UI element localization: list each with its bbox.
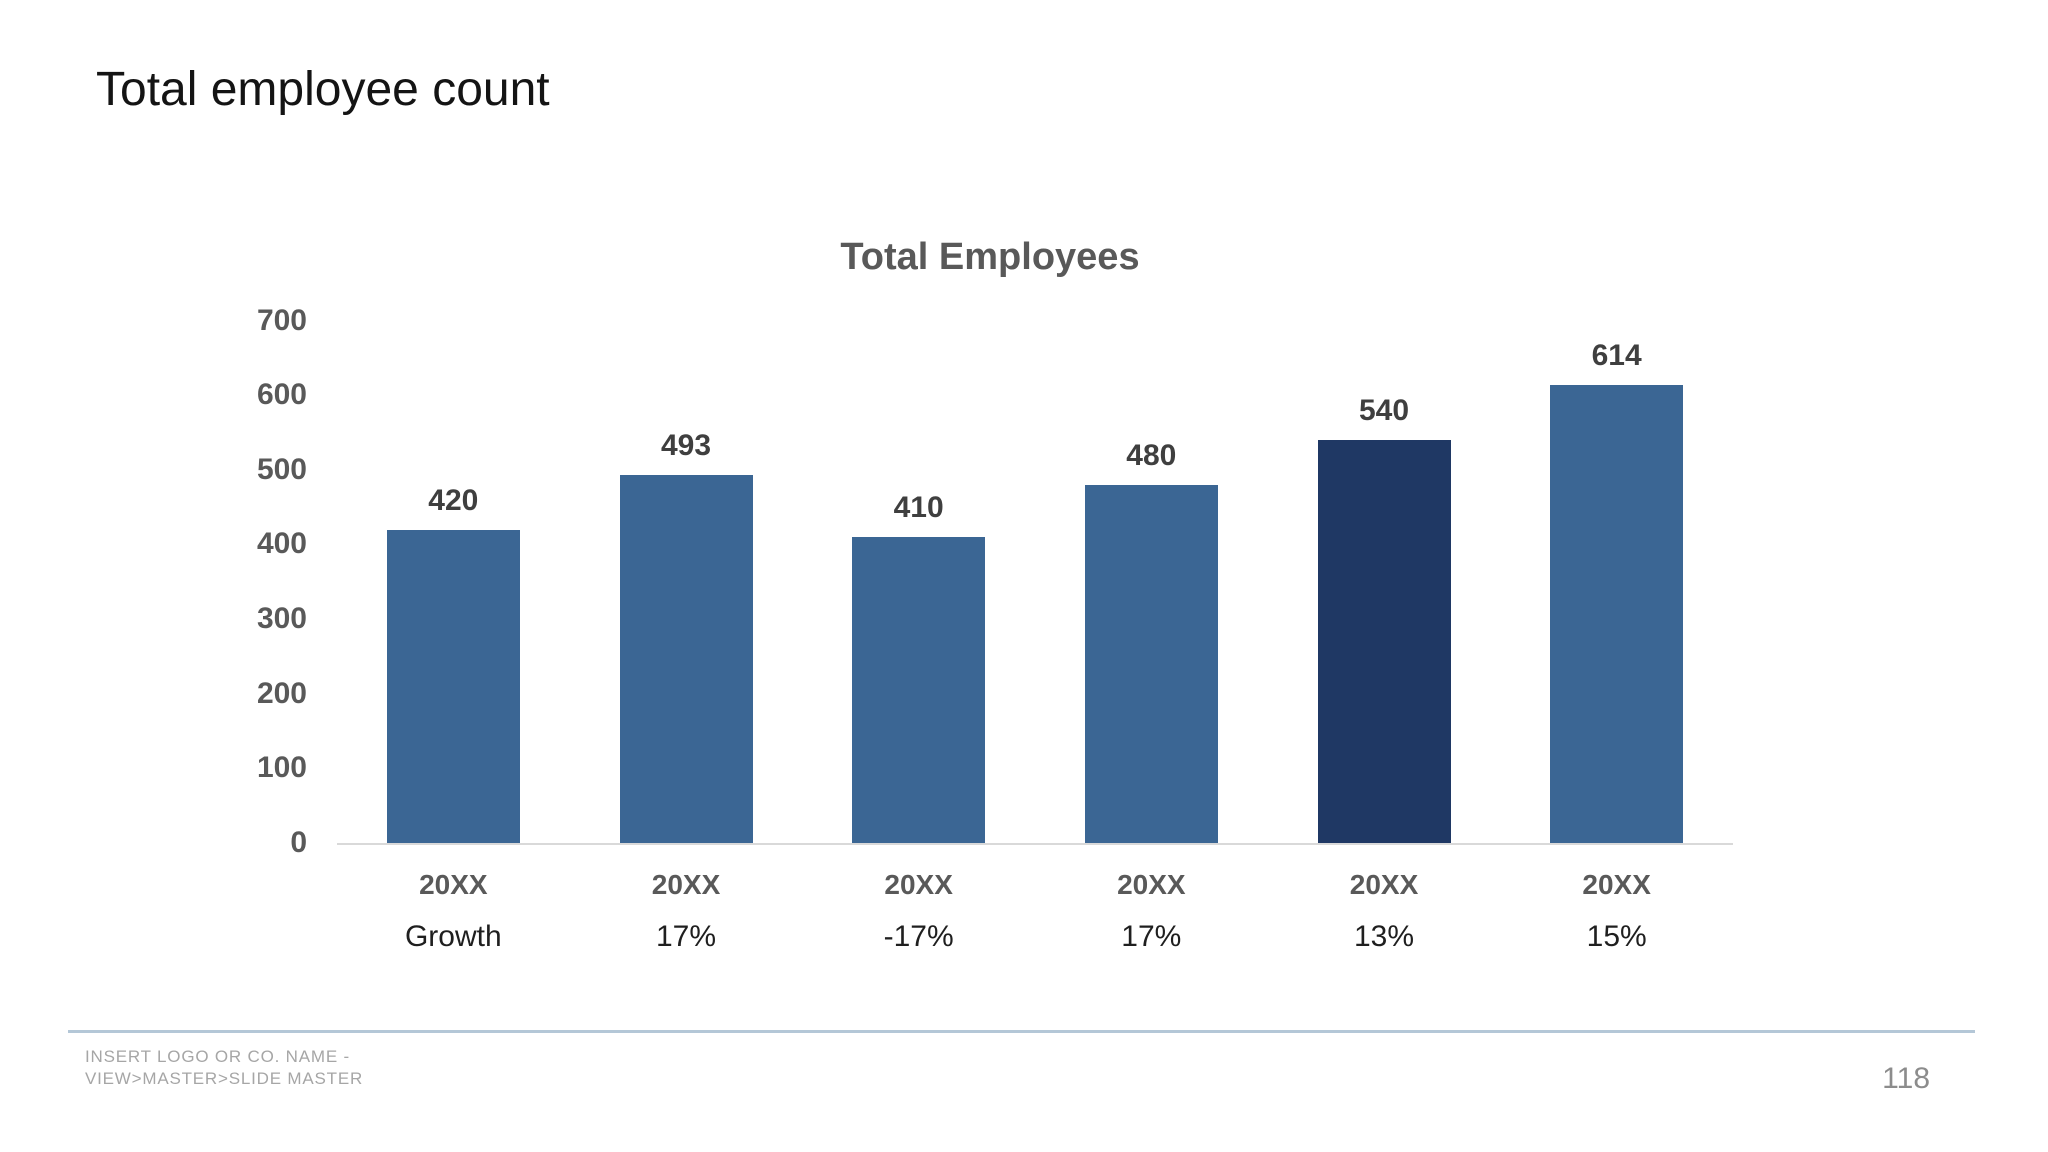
- growth-cell: 17%: [1121, 920, 1182, 953]
- bar: [1084, 484, 1218, 843]
- bar: [1317, 439, 1451, 843]
- category-label: 20XX: [1117, 869, 1186, 900]
- bar-value-label: 614: [1591, 338, 1642, 372]
- chart-title: Total Employees: [840, 236, 1140, 278]
- slide-title: Total employee count: [96, 63, 550, 116]
- footer-line-1: INSERT LOGO OR CO. NAME -: [85, 1047, 350, 1066]
- growth-cell: 13%: [1353, 920, 1415, 953]
- bar: [852, 536, 986, 843]
- y-tick-label: 0: [290, 826, 307, 859]
- growth-cell: 15%: [1586, 920, 1647, 953]
- bar: [1550, 384, 1684, 843]
- footer-divider: [68, 1030, 1975, 1033]
- y-tick-label: 100: [256, 751, 307, 785]
- bar: [386, 529, 520, 843]
- page-number: 118: [1882, 1062, 1930, 1095]
- growth-cell: 17%: [655, 920, 717, 953]
- footer-line-2: VIEW>MASTER>SLIDE MASTER: [85, 1069, 364, 1088]
- y-tick-label: 400: [256, 527, 307, 561]
- footer-placeholder-text: INSERT LOGO OR CO. NAME - VIEW>MASTER>SL…: [85, 1046, 363, 1090]
- y-tick-label: 700: [256, 303, 307, 337]
- y-tick-label: 200: [256, 676, 307, 710]
- y-tick-label: 600: [256, 378, 307, 412]
- y-tick-label: 500: [256, 452, 307, 486]
- category-label: 20XX: [884, 869, 953, 900]
- growth-row-header: Growth: [404, 920, 502, 953]
- category-label: 20XX: [651, 869, 721, 900]
- bar-value-label: 540: [1358, 393, 1410, 427]
- bar: [619, 475, 753, 843]
- x-axis-line: [337, 843, 1733, 845]
- growth-cell: -17%: [883, 920, 954, 953]
- bar-value-label: 493: [660, 429, 712, 462]
- category-label: 20XX: [1349, 869, 1419, 900]
- bar-value-label: 480: [1126, 438, 1177, 472]
- bar-value-label: 410: [893, 490, 944, 524]
- category-label: 20XX: [1582, 869, 1651, 900]
- category-label: 20XX: [419, 869, 488, 900]
- bar-value-label: 420: [428, 483, 479, 517]
- y-tick-label: 300: [256, 602, 307, 636]
